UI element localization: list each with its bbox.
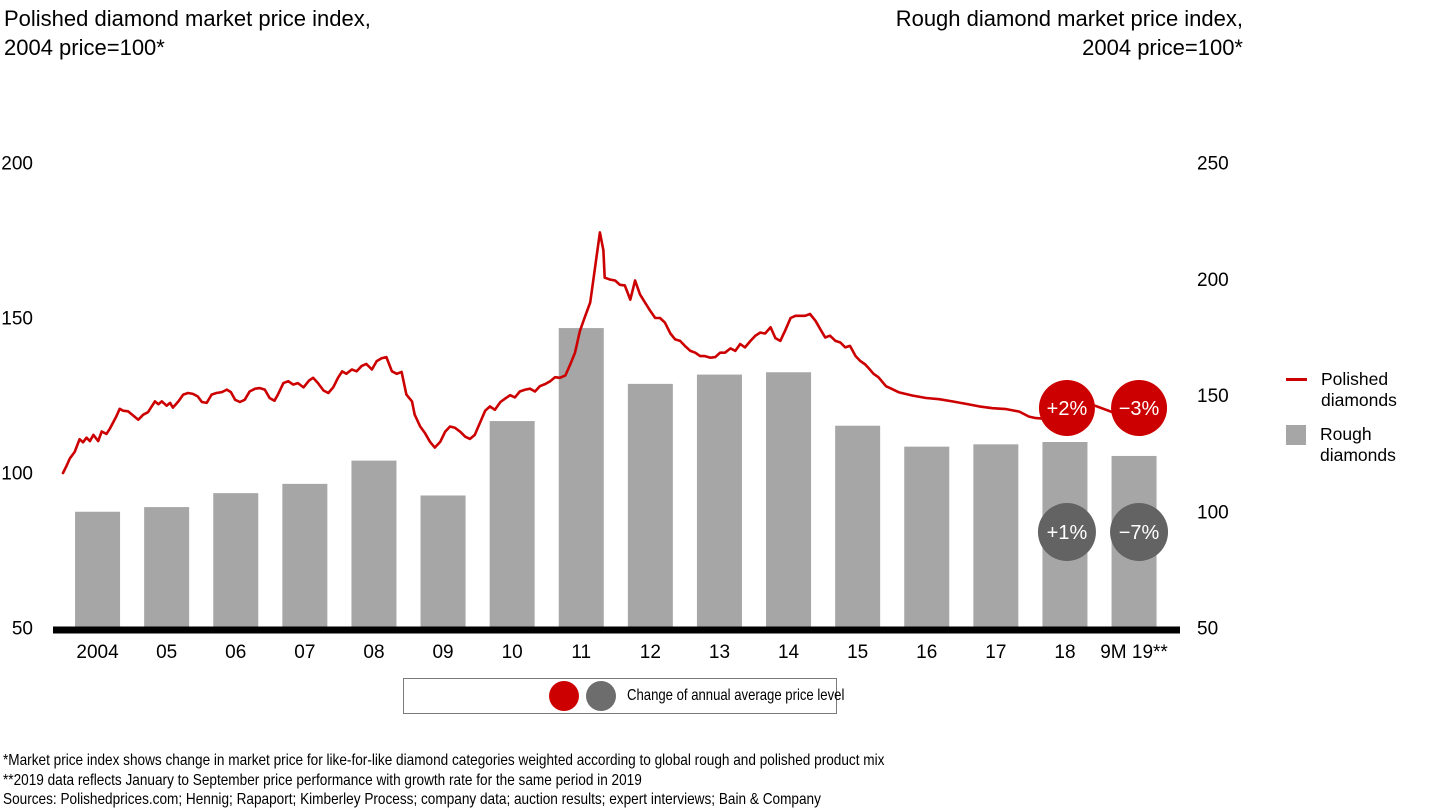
bar-08 <box>351 460 397 627</box>
red-badge-marker-icon <box>549 681 579 711</box>
x-label-15: 15 <box>847 642 868 663</box>
right-tick-100: 100 <box>1197 502 1229 523</box>
note-box-label: Change of annual average price level <box>627 687 845 704</box>
x-label-16: 16 <box>916 642 937 663</box>
legend-item-rough: Rough diamonds <box>1286 424 1411 466</box>
badge-label-+2%: +2% <box>1047 398 1088 420</box>
left-tick-50: 50 <box>12 619 33 640</box>
badge-label-+1%: +1% <box>1047 522 1088 544</box>
left-tick-100: 100 <box>1 464 33 485</box>
right-tick-200: 200 <box>1197 270 1229 291</box>
legend-label-rough: Rough diamonds <box>1320 424 1396 465</box>
badge-circle-+1% <box>1037 503 1096 561</box>
x-label-05: 05 <box>156 642 177 663</box>
note-box: Change of annual average price level <box>403 678 844 714</box>
polished-diamonds-line <box>61 231 1153 475</box>
right-axis-title-line2: 2004 price=100* <box>1082 35 1243 60</box>
right-axis-ticks: 250 200 150 100 50 <box>1197 154 1229 640</box>
x-label-18: 18 <box>1054 642 1075 663</box>
x-label-9M 19**: 9M 19** <box>1100 642 1168 663</box>
x-label-07: 07 <box>294 642 315 663</box>
bar-11 <box>558 328 604 627</box>
left-tick-200: 200 <box>1 154 33 175</box>
right-tick-50: 50 <box>1197 619 1218 640</box>
x-label-10: 10 <box>502 642 523 663</box>
left-axis-title: Polished diamond market price index, 200… <box>4 4 371 62</box>
left-axis-title-line1: Polished diamond market price index, <box>4 6 371 31</box>
badge-circle-−3% <box>1111 380 1168 436</box>
bar-05 <box>144 507 190 627</box>
x-label-11: 11 <box>571 642 591 663</box>
footnote-3: Sources: Polishedprices.com; Hennig; Rap… <box>3 791 821 808</box>
bar-2004 <box>75 511 121 627</box>
x-label-08: 08 <box>363 642 384 663</box>
x-label-14: 14 <box>778 642 800 663</box>
x-label-06: 06 <box>225 642 246 663</box>
bar-07 <box>282 483 328 627</box>
badge-circle-+2% <box>1038 380 1095 436</box>
footnote-1: *Market price index shows change in mark… <box>3 752 885 769</box>
x-label-13: 13 <box>709 642 730 663</box>
badge-label-−3%: −3% <box>1119 398 1160 420</box>
gray-badge-marker-icon <box>586 681 616 711</box>
bar-17 <box>973 444 1019 627</box>
polished-line-marker-icon <box>1286 378 1307 381</box>
rough-bar-marker-icon <box>1286 425 1306 445</box>
left-axis-title-line2: 2004 price=100* <box>4 35 165 60</box>
baseline <box>53 626 1180 634</box>
right-tick-150: 150 <box>1197 386 1229 407</box>
rough-diamonds-bars <box>75 328 1157 627</box>
x-axis-baseline <box>53 626 1180 634</box>
x-label-09: 09 <box>432 642 453 663</box>
bar-10 <box>489 421 535 627</box>
bar-09 <box>420 495 466 627</box>
bar-12 <box>627 383 673 627</box>
legend-item-polished: Polished diamonds <box>1286 369 1411 411</box>
right-tick-250: 250 <box>1197 154 1229 175</box>
footnotes: *Market price index shows change in mark… <box>3 751 1040 810</box>
bar-16 <box>904 446 950 627</box>
bar-06 <box>213 493 259 627</box>
badge-label-−7%: −7% <box>1119 522 1160 544</box>
polished-price-line <box>61 231 1153 475</box>
bar-15 <box>835 425 881 627</box>
change-badges: +2% −3% +1% −7% <box>1037 380 1169 561</box>
bar-13 <box>696 374 742 627</box>
x-label-17: 17 <box>985 642 1006 663</box>
legend-label-polished: Polished diamonds <box>1321 369 1397 410</box>
right-axis-title-line1: Rough diamond market price index, <box>895 6 1243 31</box>
x-label-12: 12 <box>640 642 661 663</box>
badge-circle-−7% <box>1110 503 1169 561</box>
left-axis-ticks: 200 150 100 50 <box>1 154 33 640</box>
bar-14 <box>766 372 812 627</box>
chart-legend: Polished diamonds Rough diamonds <box>1286 369 1411 466</box>
x-label-2004: 2004 <box>76 642 119 663</box>
footnote-2: **2019 data reflects January to Septembe… <box>3 771 642 789</box>
right-axis-title: Rough diamond market price index, 2004 p… <box>896 4 1243 62</box>
left-tick-150: 150 <box>1 309 33 330</box>
x-axis-labels: 2004 05 06 07 08 09 10 11 12 13 14 15 16 17 18 9M 19** <box>76 642 1168 663</box>
